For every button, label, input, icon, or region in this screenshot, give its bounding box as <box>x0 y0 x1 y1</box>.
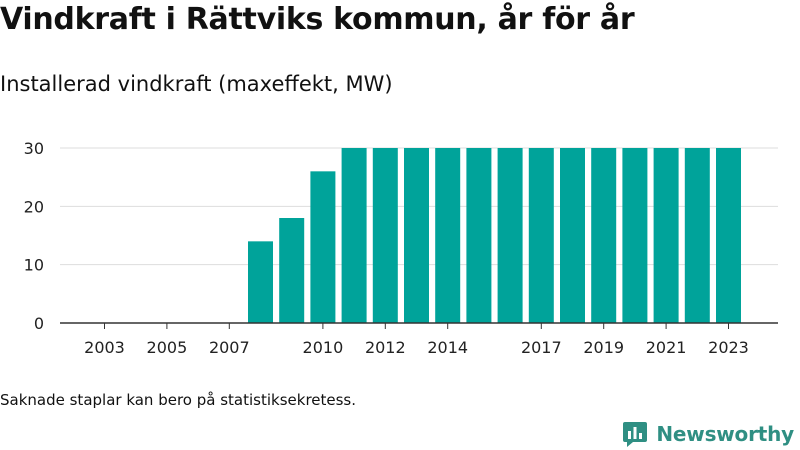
bars <box>248 148 741 323</box>
bar <box>684 148 710 323</box>
brand-logo: Newsworthy <box>622 420 794 448</box>
x-tick-label: 2007 <box>209 338 250 357</box>
bar <box>466 148 492 323</box>
bar <box>653 148 679 323</box>
x-tick-label: 2014 <box>427 338 468 357</box>
y-tick-label: 20 <box>24 197 44 216</box>
x-tick-label: 2003 <box>84 338 125 357</box>
brand-name: Newsworthy <box>656 422 794 446</box>
bar <box>279 218 305 323</box>
bar <box>591 148 617 323</box>
bar <box>528 148 554 323</box>
x-tick-label: 2005 <box>147 338 188 357</box>
bar <box>341 148 367 323</box>
x-tick-label: 2023 <box>708 338 749 357</box>
bar <box>372 148 398 323</box>
x-tick-label: 2019 <box>583 338 624 357</box>
y-tick-label: 0 <box>34 314 44 333</box>
y-tick-label: 10 <box>24 256 44 275</box>
axes: 0 10 20 30 2003 2005 2007 2010 2012 2014 2017 2019 2… <box>24 139 778 357</box>
bar <box>310 171 336 323</box>
footnote: Saknade staplar kan bero på statistiksek… <box>0 391 357 409</box>
bar <box>435 148 461 323</box>
y-tick-label: 30 <box>24 139 44 158</box>
x-tick-label: 2021 <box>646 338 687 357</box>
x-tick-label: 2010 <box>303 338 344 357</box>
bar <box>622 148 648 323</box>
x-tick-label: 2012 <box>365 338 406 357</box>
bar-chart: 0 10 20 30 2003 2005 2007 2010 2012 2014 2017 2019 2… <box>24 139 778 357</box>
x-tick-label: 2017 <box>521 338 562 357</box>
bar <box>248 241 273 323</box>
bar <box>404 148 429 323</box>
chart-subtitle: Installerad vindkraft (maxeffekt, MW) <box>0 72 393 96</box>
bar <box>716 148 741 323</box>
bar <box>560 148 585 323</box>
newsworthy-logo-icon <box>623 422 648 447</box>
bar <box>497 148 523 323</box>
chart-title: Vindkraft i Rättviks kommun, år för år <box>0 2 635 37</box>
